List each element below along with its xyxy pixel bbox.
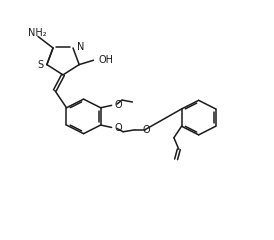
Text: O: O: [114, 100, 122, 110]
Text: O: O: [142, 125, 150, 135]
Text: OH: OH: [98, 55, 113, 65]
Text: NH₂: NH₂: [28, 28, 46, 38]
Text: N: N: [77, 42, 84, 53]
Text: S: S: [37, 60, 43, 70]
Text: O: O: [114, 123, 122, 133]
